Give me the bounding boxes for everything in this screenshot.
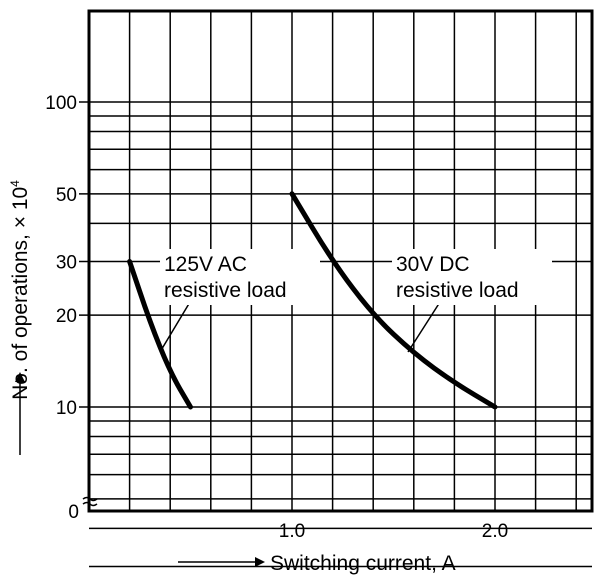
y-axis-label: No. of operations, × 10: [9, 187, 32, 400]
y-tick-labels: 100 50 30 20 10: [45, 93, 77, 419]
y-zero-label: 0: [68, 502, 79, 523]
series-labels: 125V AC resistive load 30V DC resistive loa…: [160, 249, 552, 305]
svg-text:No. of operations, × 104: No. of operations, × 104: [8, 180, 32, 400]
x-axis-arrowhead: [255, 557, 265, 567]
x-axis-title: Switching current, A: [178, 552, 456, 575]
series-line-1: [127, 259, 193, 410]
y-axis-title: No. of operations, × 104: [8, 180, 32, 400]
series-line-2: [289, 191, 498, 410]
series-label-2-line: 30V DC: [396, 253, 470, 276]
y-axis-exponent: 4: [8, 180, 22, 187]
leader-line-2: [407, 301, 441, 353]
plot-frame: [87, 9, 594, 513]
y-tick-label: 50: [56, 185, 77, 206]
axis-break-mark: [82, 496, 98, 507]
x-tick-labels: 1.0 2.0: [279, 521, 508, 542]
x-tick-label: 1.0: [279, 521, 305, 542]
y-axis-arrowhead: [15, 372, 25, 382]
y-tick-label: 30: [56, 252, 77, 273]
series-label-1-line: 125V AC: [164, 253, 247, 276]
series-label-background: [392, 249, 552, 305]
y-tick-label: 100: [45, 93, 77, 114]
y-tick-label: 20: [56, 306, 77, 327]
series-curves: [127, 191, 498, 410]
label-leader-lines: [159, 301, 441, 353]
x-tick-label: 2.0: [482, 521, 508, 542]
leader-line-1: [159, 301, 191, 353]
y-tick-label: 10: [56, 398, 77, 419]
series-label-2-line: resistive load: [396, 279, 519, 302]
x-axis-label: Switching current, A: [270, 552, 456, 575]
series-label-1-line: resistive load: [164, 279, 287, 302]
series-label-background: [160, 249, 320, 305]
